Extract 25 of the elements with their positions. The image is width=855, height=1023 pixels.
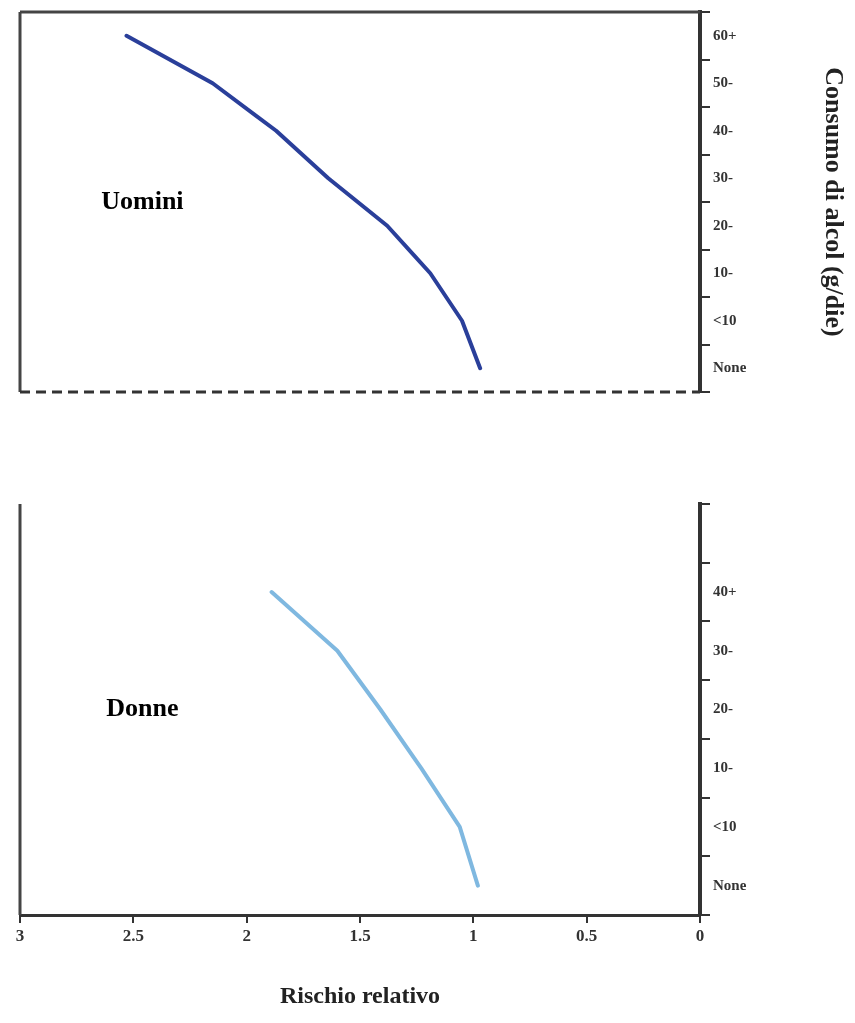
x-tick-label: 2.5: [122, 925, 144, 945]
x-tick-label: 1: [469, 925, 478, 945]
y-axis-title: Consumo di alcol (g/die): [819, 67, 849, 337]
x-tick-label: 0.5: [576, 925, 598, 945]
x-tick-label: 2: [242, 925, 251, 945]
y-tick-label: 10-: [713, 264, 733, 281]
y-tick-label: <10: [713, 817, 737, 834]
x-axis-title: Rischio relativo: [279, 981, 441, 1008]
y-tick-label: 40-: [713, 121, 733, 138]
y-tick-label: 20-: [713, 700, 733, 717]
y-tick-label: <10: [713, 311, 737, 328]
y-tick-label: None: [713, 876, 747, 893]
y-tick-label: 60+: [713, 26, 737, 43]
y-tick-label: 50-: [713, 74, 733, 91]
y-tick-label: None: [713, 359, 747, 376]
text: Donne: [106, 693, 179, 723]
text: Uomini: [101, 185, 184, 215]
y-tick-label: 10-: [713, 759, 733, 776]
x-tick-label: 1.5: [349, 925, 371, 945]
y-tick-label: 30-: [713, 641, 733, 658]
y-tick-label: 30-: [713, 169, 733, 186]
x-tick-label: 0: [695, 925, 705, 945]
y-tick-label: 40+: [713, 582, 737, 599]
y-tick-label: 20-: [713, 216, 733, 233]
x-tick-label: 3: [15, 925, 25, 945]
